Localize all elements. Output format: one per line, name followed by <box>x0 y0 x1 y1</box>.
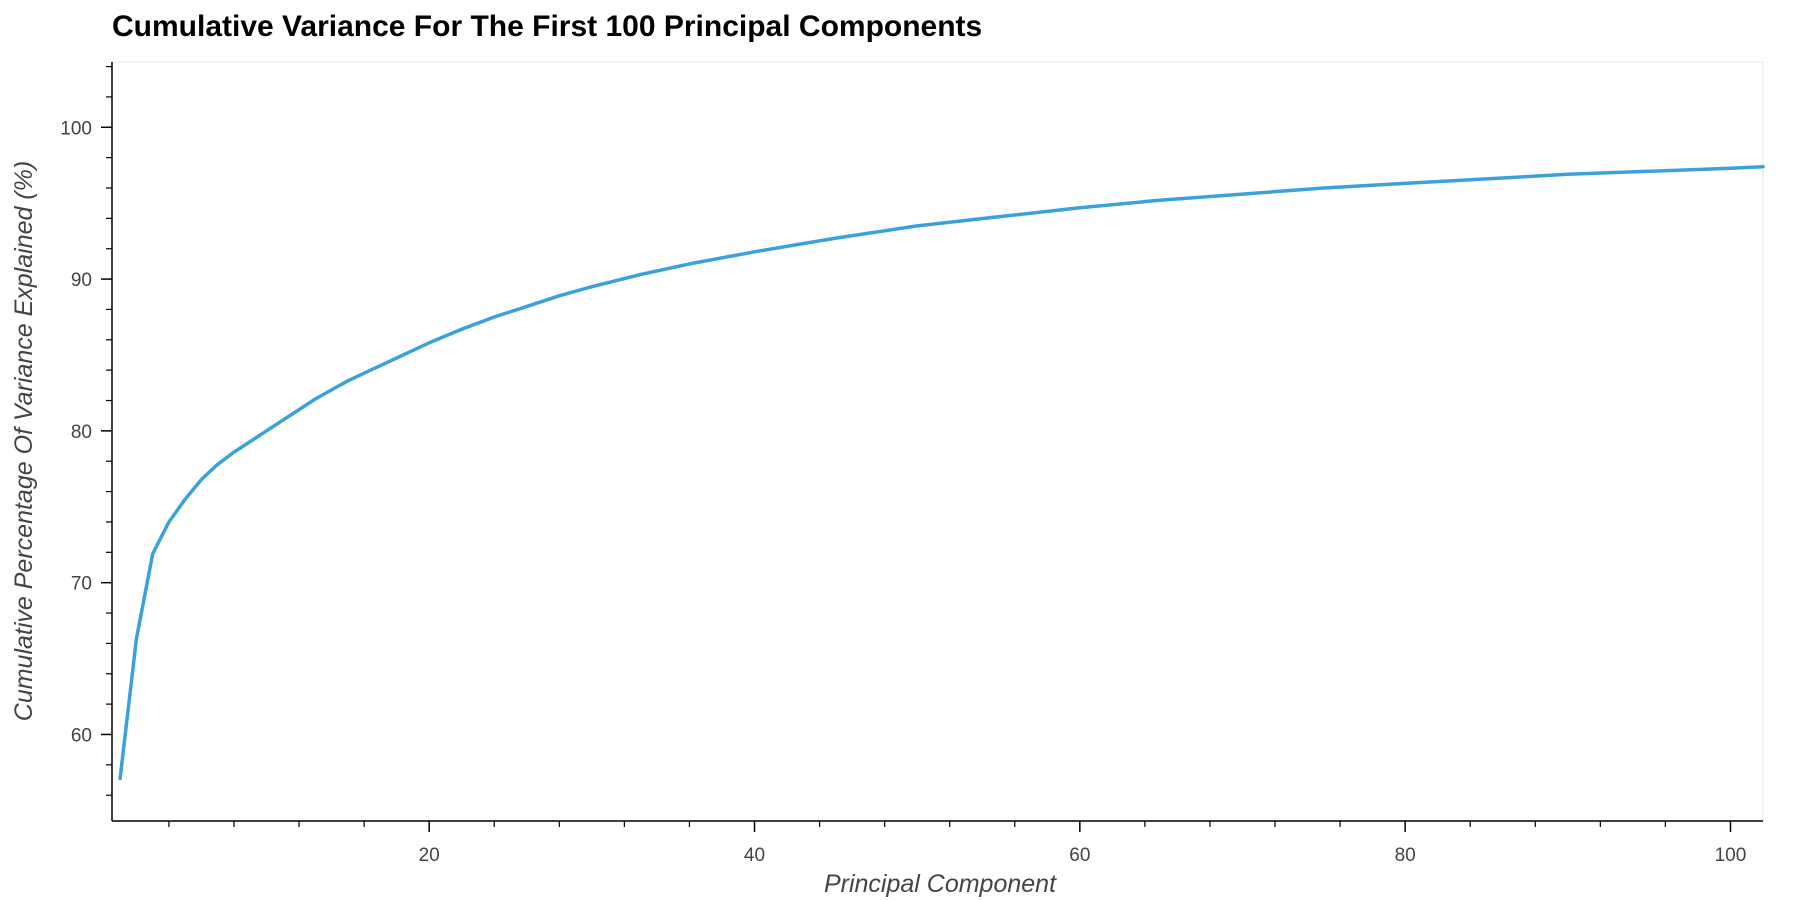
y-tick-label: 70 <box>71 574 92 595</box>
x-tick-label: 60 <box>1069 845 1090 866</box>
x-axis-label: Principal Component <box>824 870 1057 898</box>
y-axis-label: Cumulative Percentage Of Variance Explai… <box>10 161 38 721</box>
y-tick-label: 90 <box>71 270 92 291</box>
x-axis-ticks: 20 40 60 80 100 <box>419 821 1747 866</box>
y-minor-ticks <box>106 65 112 796</box>
x-tick-label: 80 <box>1395 845 1416 866</box>
x-tick-label: 40 <box>744 845 765 866</box>
chart-title: Cumulative Variance For The First 100 Pr… <box>112 10 983 43</box>
y-tick-label: 100 <box>60 118 92 139</box>
y-tick-label: 60 <box>71 725 92 746</box>
x-tick-label: 100 <box>1715 845 1747 866</box>
cumulative-variance-line <box>118 164 1765 781</box>
x-tick-label: 20 <box>419 845 440 866</box>
y-tick-label: 80 <box>71 422 92 443</box>
y-axis-ticks: 60 70 80 90 100 <box>60 118 112 746</box>
x-minor-ticks <box>168 821 1667 827</box>
